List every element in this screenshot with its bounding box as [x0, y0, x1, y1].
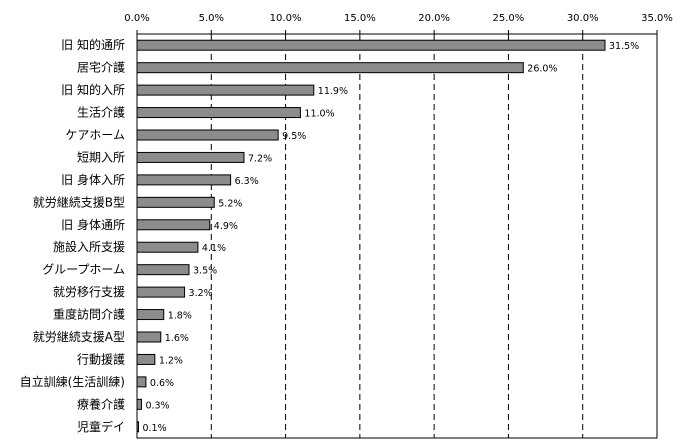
category-label: 居宅介護 [77, 60, 125, 75]
category-label: 生活介護 [77, 105, 125, 120]
category-label: ケアホーム [65, 128, 125, 142]
data-label: 7.2% [248, 153, 272, 164]
data-label: 1.2% [159, 355, 183, 366]
data-label: 6.3% [235, 176, 259, 187]
bar [136, 353, 156, 365]
category-label: 施設入所支援 [53, 239, 125, 254]
category-label: 就労継続支援A型 [33, 329, 125, 344]
category-label: 短期入所 [77, 150, 125, 164]
x-tick-label: 0.0% [124, 13, 149, 24]
data-label: 5.2% [218, 198, 242, 209]
bar [136, 264, 190, 276]
plot-frame [136, 33, 658, 439]
bar [136, 62, 524, 74]
data-labels: 31.5% 26.0% 11.9% 11.0% 9.5% 7.2% 6.3% 5.2% 4.9%… [142, 41, 639, 434]
bar [136, 174, 232, 186]
category-label: 旧 身体入所 [61, 172, 125, 187]
x-axis-ticks: 0.0% 5.0% 10.0% 15.0% 20.0% 25.0% 30.0% 35.0% [124, 13, 673, 34]
category-label: 療養介護 [77, 396, 125, 411]
category-label: 旧 知的入所 [61, 82, 125, 97]
x-tick-label: 30.0% [567, 13, 599, 24]
data-label: 26.0% [527, 64, 557, 75]
category-label: 就労移行支援 [53, 285, 125, 299]
x-tick-label: 35.0% [641, 13, 673, 24]
bar [136, 331, 162, 343]
data-label: 3.5% [193, 266, 217, 277]
bar [136, 107, 301, 119]
data-label: 9.5% [282, 131, 306, 142]
gridlines [210, 34, 584, 438]
data-label: 0.1% [142, 423, 166, 434]
data-label: 0.3% [145, 400, 169, 411]
x-tick-label: 20.0% [418, 13, 450, 24]
category-label: 旧 知的通所 [61, 37, 125, 52]
bar [136, 398, 142, 410]
category-label: 自立訓練(生活訓練) [20, 374, 125, 389]
category-label: グループホーム [42, 263, 125, 277]
data-label: 3.2% [189, 288, 213, 299]
category-label: 就労継続支援B型 [33, 194, 125, 209]
bar [136, 84, 315, 96]
data-label: 4.9% [214, 221, 238, 232]
bar [136, 241, 199, 253]
bar [136, 196, 215, 208]
data-label: 1.6% [165, 333, 189, 344]
category-label: 重度訪問介護 [53, 307, 125, 322]
data-label: 31.5% [609, 41, 639, 52]
data-label: 11.9% [318, 86, 348, 97]
bar [136, 309, 165, 321]
data-label: 0.6% [150, 378, 174, 389]
bar [136, 286, 186, 298]
bars [136, 39, 606, 433]
x-tick-label: 5.0% [199, 13, 224, 24]
category-label: 旧 身体通所 [61, 217, 125, 232]
data-label: 11.0% [304, 109, 334, 120]
bar [136, 151, 245, 163]
data-label: 1.8% [168, 311, 192, 322]
x-tick-label: 15.0% [344, 13, 376, 24]
category-label: 行動援護 [77, 351, 125, 366]
bar [136, 219, 211, 231]
bar [136, 376, 147, 388]
data-label: 4.1% [202, 243, 226, 254]
bar [136, 39, 606, 51]
x-tick-label: 10.0% [270, 13, 302, 24]
bar [136, 129, 279, 141]
category-label: 児童デイ [77, 419, 125, 434]
x-tick-label: 25.0% [493, 13, 525, 24]
